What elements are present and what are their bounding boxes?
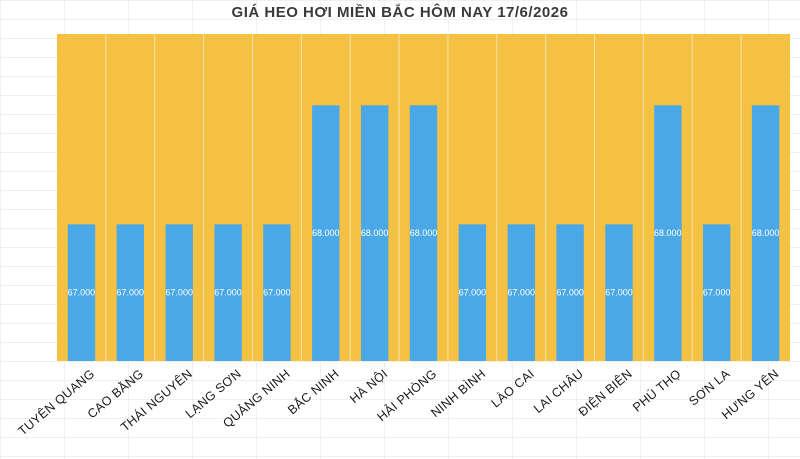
x-tick-label: SƠN LA	[686, 366, 733, 408]
bar-value-label: 67.000	[117, 288, 145, 298]
bar	[605, 224, 633, 361]
chart-title: GIÁ HEO HƠI MIỀN BẮC HÔM NAY 17/6/2026	[231, 4, 569, 21]
bar	[263, 224, 291, 361]
x-tick-label: TUYÊN QUANG	[15, 366, 97, 439]
bar	[165, 224, 193, 361]
bar-value-label: 68.000	[752, 228, 780, 238]
bar	[361, 105, 389, 361]
bar	[409, 105, 438, 361]
bar-value-label: 67.000	[68, 288, 96, 298]
x-tick-label: BẮC NINH	[284, 366, 341, 417]
x-tick-label: HÀ NỘI	[347, 366, 391, 406]
x-tick-label: NINH BÌNH	[428, 366, 489, 420]
bar	[116, 224, 144, 361]
bar-value-label: 67.000	[703, 288, 731, 298]
bar-value-label: 67.000	[556, 288, 584, 298]
x-tick-label: LÀO CAI	[488, 366, 537, 411]
bar	[556, 224, 584, 361]
bar	[458, 224, 487, 361]
bar	[214, 224, 242, 361]
bar	[654, 105, 682, 361]
bar-value-label: 67.000	[459, 288, 487, 298]
x-tick-label: PHÚ THỌ	[630, 366, 684, 415]
bar-value-label: 68.000	[361, 228, 389, 238]
bar-value-label: 67.000	[165, 288, 193, 298]
bar-value-label: 68.000	[654, 228, 682, 238]
bar-value-label: 67.000	[263, 288, 291, 298]
bar-value-label: 67.000	[605, 288, 633, 298]
bar	[507, 224, 535, 361]
bar-value-label: 67.000	[214, 288, 242, 298]
bar	[751, 105, 780, 361]
bar	[312, 105, 340, 361]
bar-value-label: 67.000	[507, 288, 535, 298]
bar	[67, 224, 96, 361]
bar-value-label: 68.000	[410, 228, 438, 238]
x-tick-label: ĐIỆN BIÊN	[575, 366, 635, 419]
bar	[703, 224, 731, 361]
bar-value-label: 68.000	[312, 228, 340, 238]
